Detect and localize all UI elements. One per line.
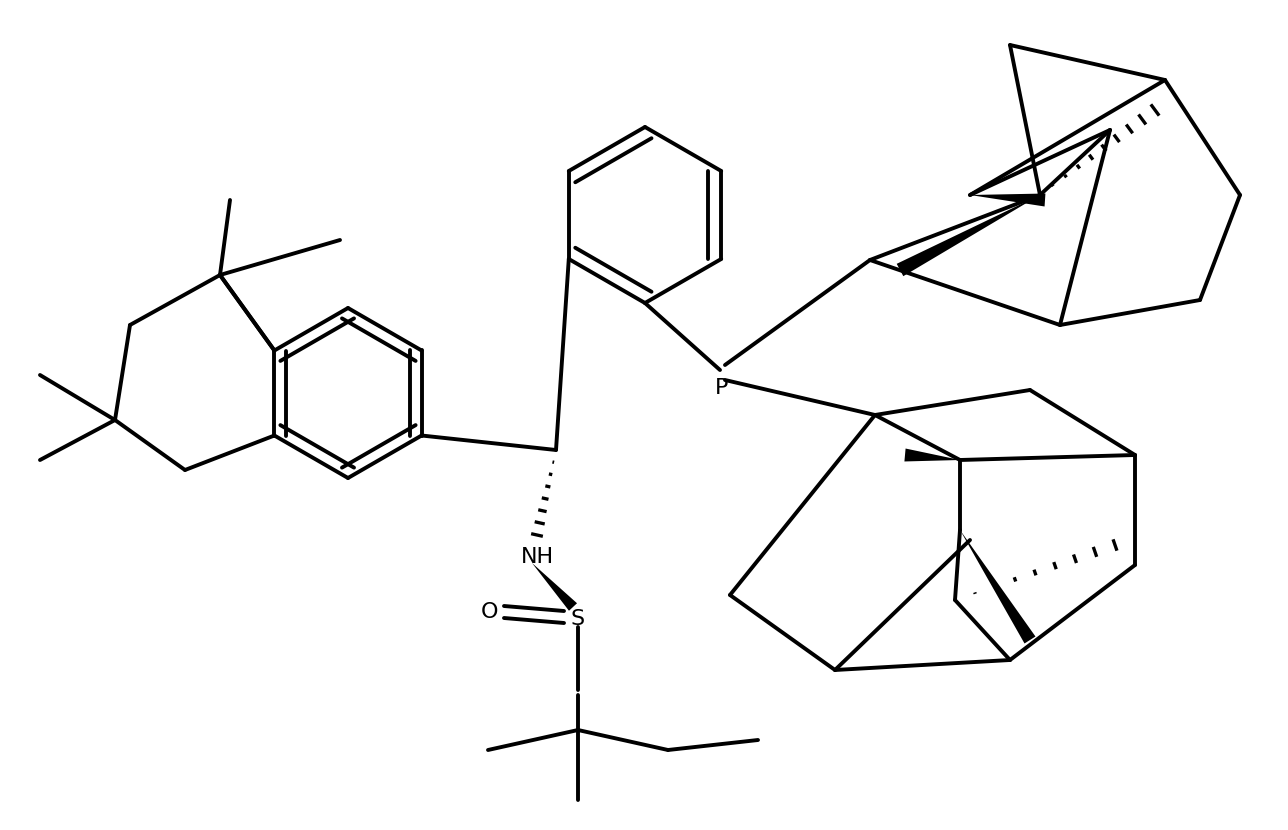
Polygon shape: [896, 195, 1039, 276]
Polygon shape: [970, 193, 1046, 207]
Text: NH: NH: [520, 547, 554, 567]
Text: O: O: [482, 602, 498, 622]
Text: S: S: [571, 609, 585, 629]
Polygon shape: [960, 530, 1036, 643]
Polygon shape: [904, 448, 960, 461]
Text: P: P: [715, 378, 729, 398]
Polygon shape: [532, 563, 577, 611]
